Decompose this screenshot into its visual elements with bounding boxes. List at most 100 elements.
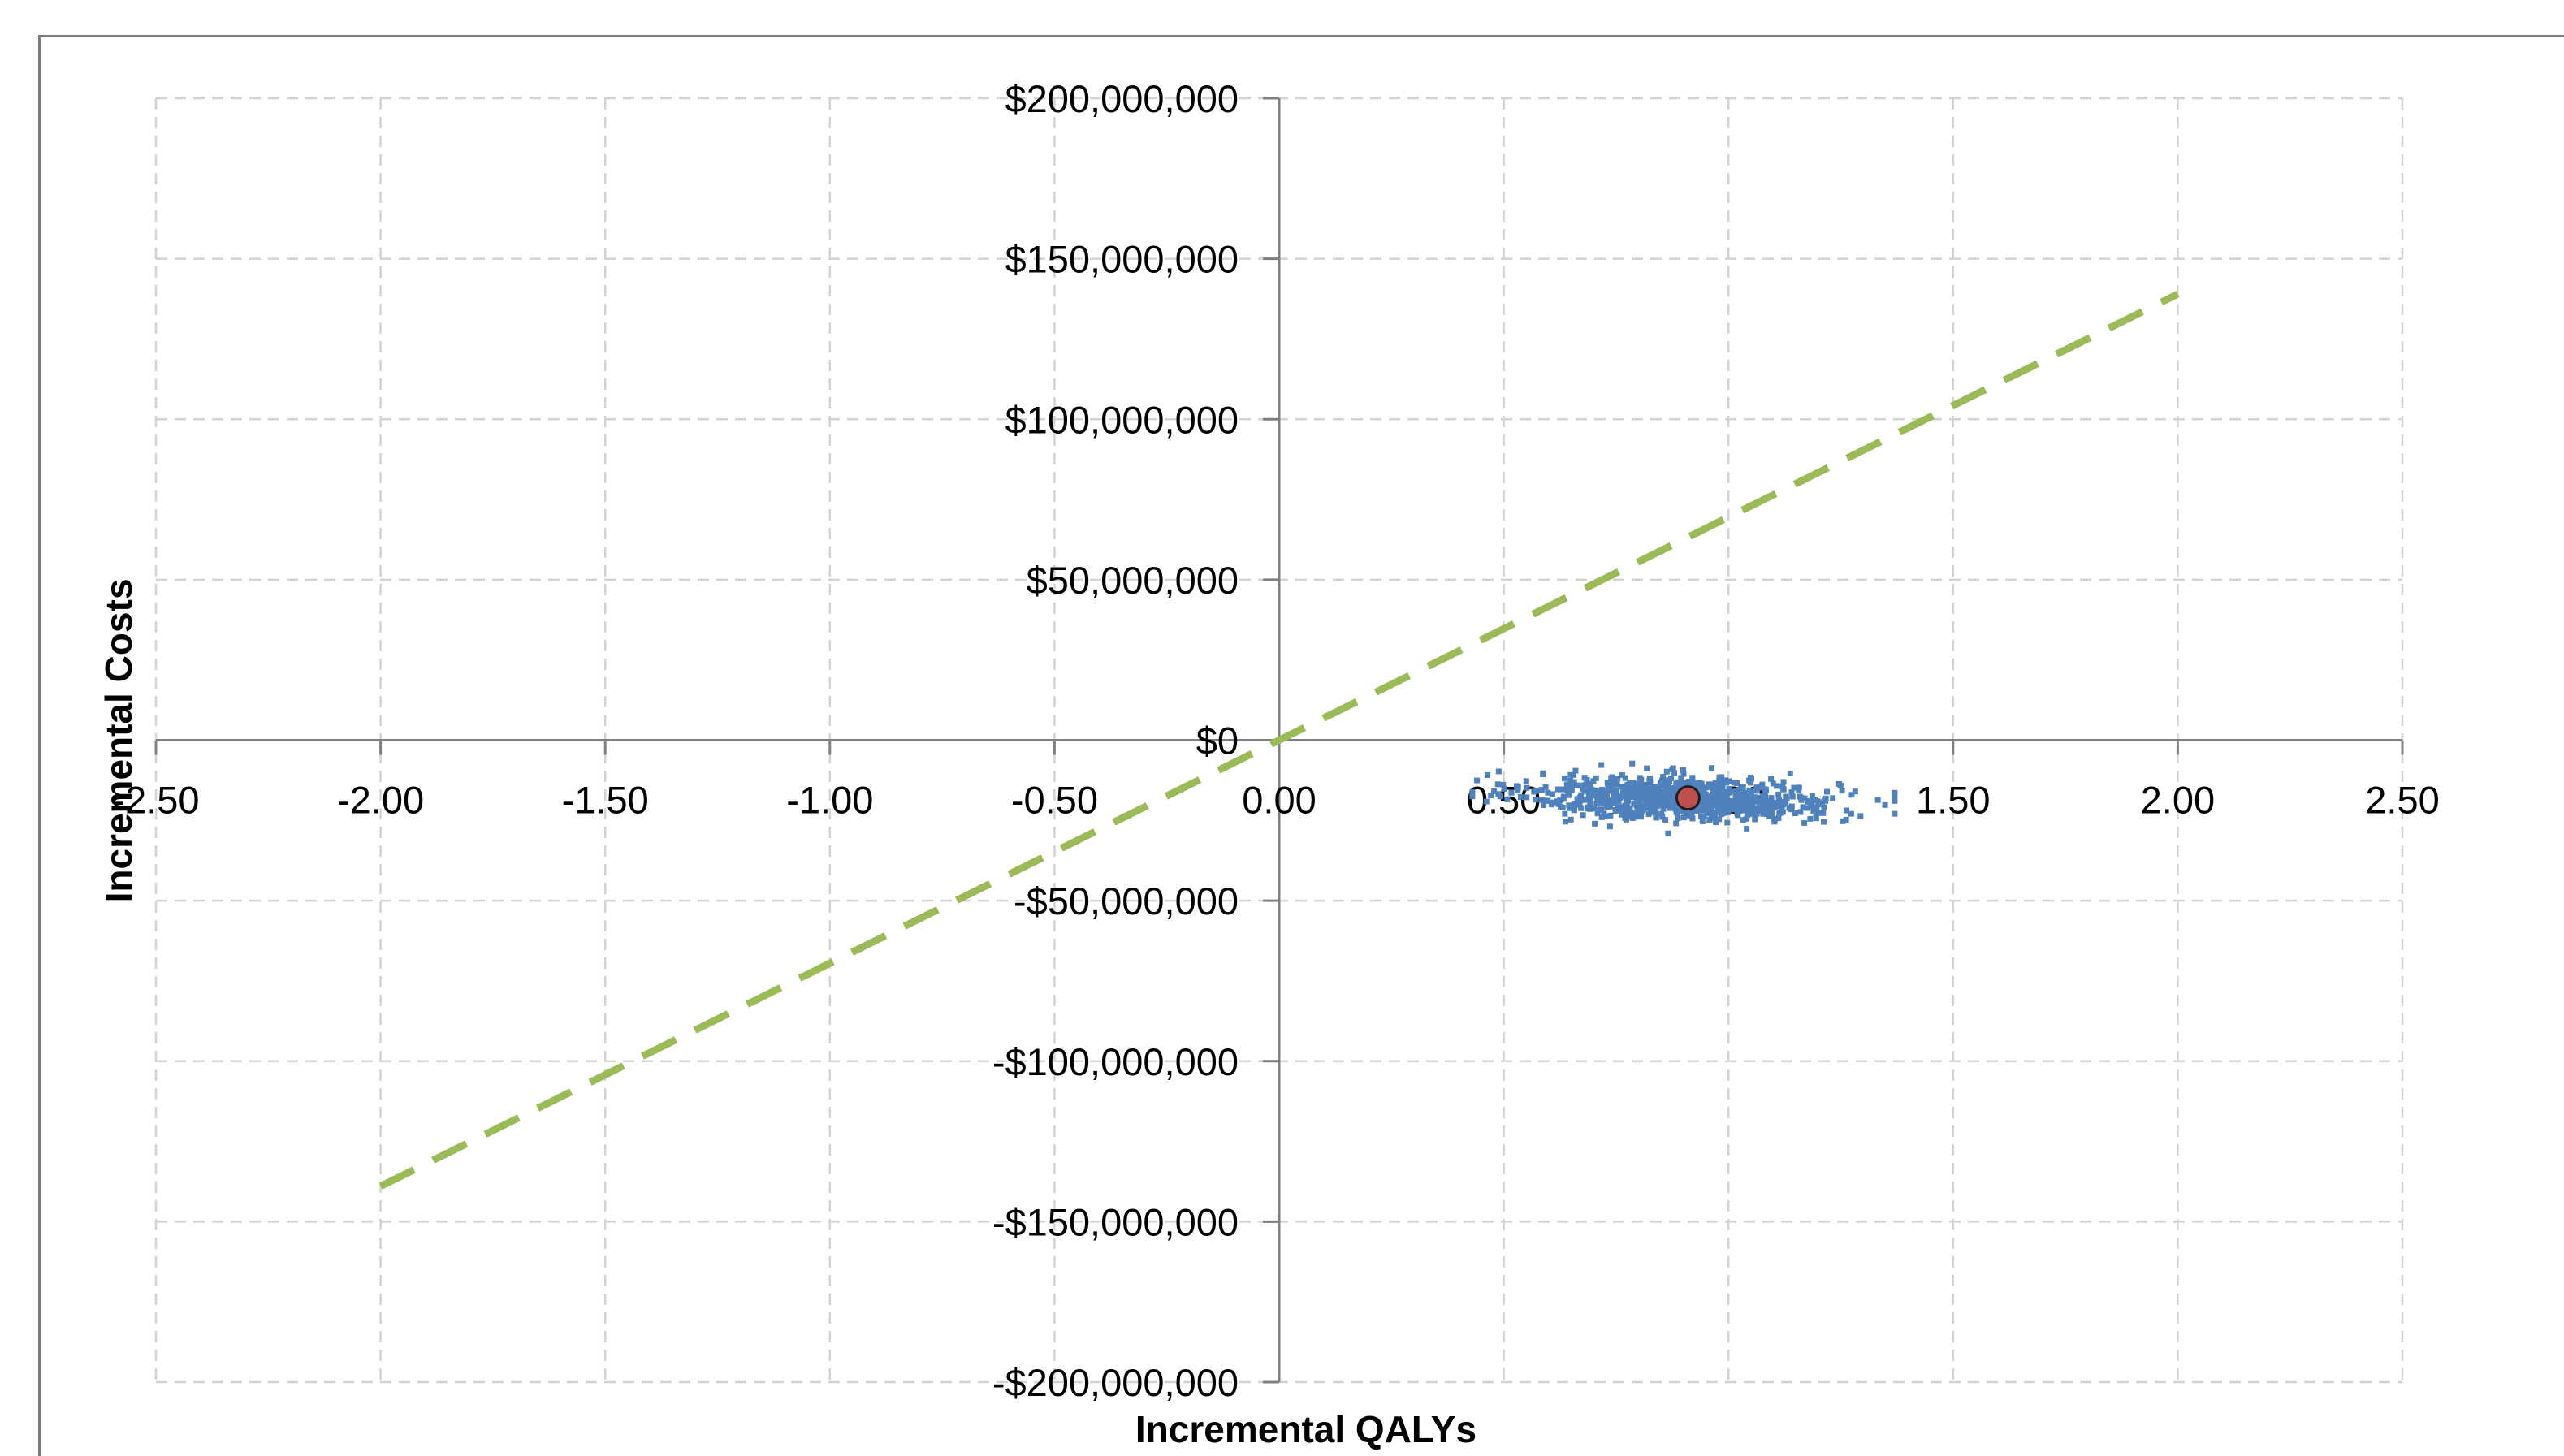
simulation-point — [1598, 814, 1605, 820]
simulation-point — [1653, 801, 1659, 807]
simulation-point — [1775, 814, 1782, 821]
simulation-point — [1723, 806, 1729, 812]
simulation-point — [1770, 803, 1776, 810]
y-tick-labels: $200,000,000 $150,000,000 $100,000,000 $50,… — [992, 77, 1239, 1404]
simulation-point — [1766, 798, 1773, 805]
simulation-point — [1562, 819, 1568, 825]
simulation-point — [1538, 787, 1545, 793]
simulation-point — [1824, 788, 1831, 795]
simulation-point — [1753, 810, 1760, 817]
simulation-cloud — [1469, 760, 1898, 836]
simulation-point — [1642, 797, 1649, 803]
y-tick-label: -$150,000,000 — [992, 1200, 1239, 1243]
simulation-point — [1637, 788, 1644, 795]
simulation-point — [1515, 784, 1521, 790]
simulation-point — [1501, 786, 1507, 793]
simulation-point — [1660, 792, 1667, 798]
simulation-point — [1811, 797, 1818, 803]
y-tick-label: $50,000,000 — [1027, 559, 1239, 602]
simulation-point — [1491, 788, 1498, 795]
simulation-point — [1590, 778, 1597, 784]
simulation-point — [1744, 825, 1750, 832]
simulation-point — [1840, 818, 1846, 824]
simulation-point — [1837, 782, 1844, 788]
simulation-point — [1724, 819, 1731, 826]
simulation-point — [1612, 807, 1619, 814]
simulation-point — [1673, 820, 1680, 827]
simulation-point — [1752, 794, 1758, 801]
simulation-point — [1892, 789, 1898, 796]
simulation-point — [1755, 807, 1762, 814]
simulation-point — [1601, 810, 1607, 817]
x-axis-title: Incremental QALYs — [1135, 1408, 1477, 1450]
simulation-point — [1706, 781, 1713, 788]
simulation-point — [1580, 812, 1586, 819]
simulation-point — [1591, 806, 1598, 812]
simulation-point — [1550, 791, 1556, 797]
simulation-point — [1705, 807, 1711, 814]
simulation-point — [1581, 782, 1588, 788]
simulation-point — [1726, 785, 1732, 792]
simulation-point — [1700, 799, 1706, 806]
simulation-point — [1647, 793, 1654, 799]
simulation-point — [1820, 819, 1827, 825]
simulation-point — [1719, 774, 1725, 780]
simulation-point — [1488, 793, 1494, 799]
simulation-point — [1584, 806, 1590, 812]
simulation-point — [1643, 800, 1650, 806]
simulation-point — [1673, 809, 1680, 815]
simulation-point — [1615, 776, 1621, 782]
simulation-point — [1821, 804, 1827, 810]
simulation-point — [1598, 798, 1604, 805]
simulation-point — [1771, 816, 1778, 823]
simulation-point — [1843, 816, 1849, 823]
simulation-point — [1554, 786, 1561, 793]
simulation-point — [1757, 784, 1763, 791]
simulation-point — [1658, 798, 1664, 805]
simulation-point — [1706, 798, 1713, 805]
simulation-point — [1572, 767, 1579, 774]
simulation-point — [1585, 797, 1591, 803]
simulation-point — [1665, 830, 1671, 836]
simulation-point — [1734, 810, 1740, 817]
simulation-point — [1713, 788, 1719, 795]
simulation-point — [1638, 814, 1645, 820]
simulation-point — [1764, 805, 1771, 811]
simulation-point — [1626, 780, 1632, 787]
simulation-point — [1701, 813, 1707, 819]
simulation-point — [1629, 760, 1636, 767]
simulation-point — [1616, 793, 1623, 800]
simulation-point — [1706, 793, 1713, 800]
simulation-point — [1810, 808, 1817, 814]
simulation-point — [1633, 781, 1640, 788]
simulation-point — [1576, 801, 1583, 808]
simulation-point — [1524, 784, 1530, 791]
x-tick-label: -2.50 — [112, 779, 199, 822]
simulation-point — [1654, 796, 1660, 802]
simulation-point — [1662, 800, 1669, 806]
simulation-point — [1708, 765, 1714, 771]
simulation-point — [1623, 806, 1629, 813]
y-axis-title: Incremental Costs — [97, 579, 140, 903]
simulation-point — [1592, 820, 1598, 827]
simulation-point — [1598, 786, 1605, 793]
simulation-point — [1726, 778, 1732, 784]
simulation-point — [1560, 796, 1567, 802]
simulation-point — [1585, 780, 1592, 787]
simulation-point — [1792, 810, 1798, 817]
simulation-point — [1619, 793, 1625, 800]
simulation-point — [1742, 795, 1749, 801]
simulation-point — [1892, 810, 1898, 817]
simulation-point — [1713, 819, 1719, 826]
simulation-point — [1557, 797, 1563, 804]
simulation-point — [1630, 793, 1637, 799]
simulation-point — [1567, 777, 1574, 784]
simulation-point — [1622, 775, 1628, 781]
simulation-point — [1524, 794, 1530, 801]
simulation-point — [1663, 768, 1670, 775]
x-tick-labels: -2.50-2.00-1.50-1.00-0.500.000.501.001.5… — [112, 779, 2439, 822]
simulation-point — [1539, 797, 1546, 803]
simulation-point — [1495, 768, 1502, 775]
simulation-point — [1572, 782, 1579, 788]
simulation-point — [1661, 778, 1667, 784]
